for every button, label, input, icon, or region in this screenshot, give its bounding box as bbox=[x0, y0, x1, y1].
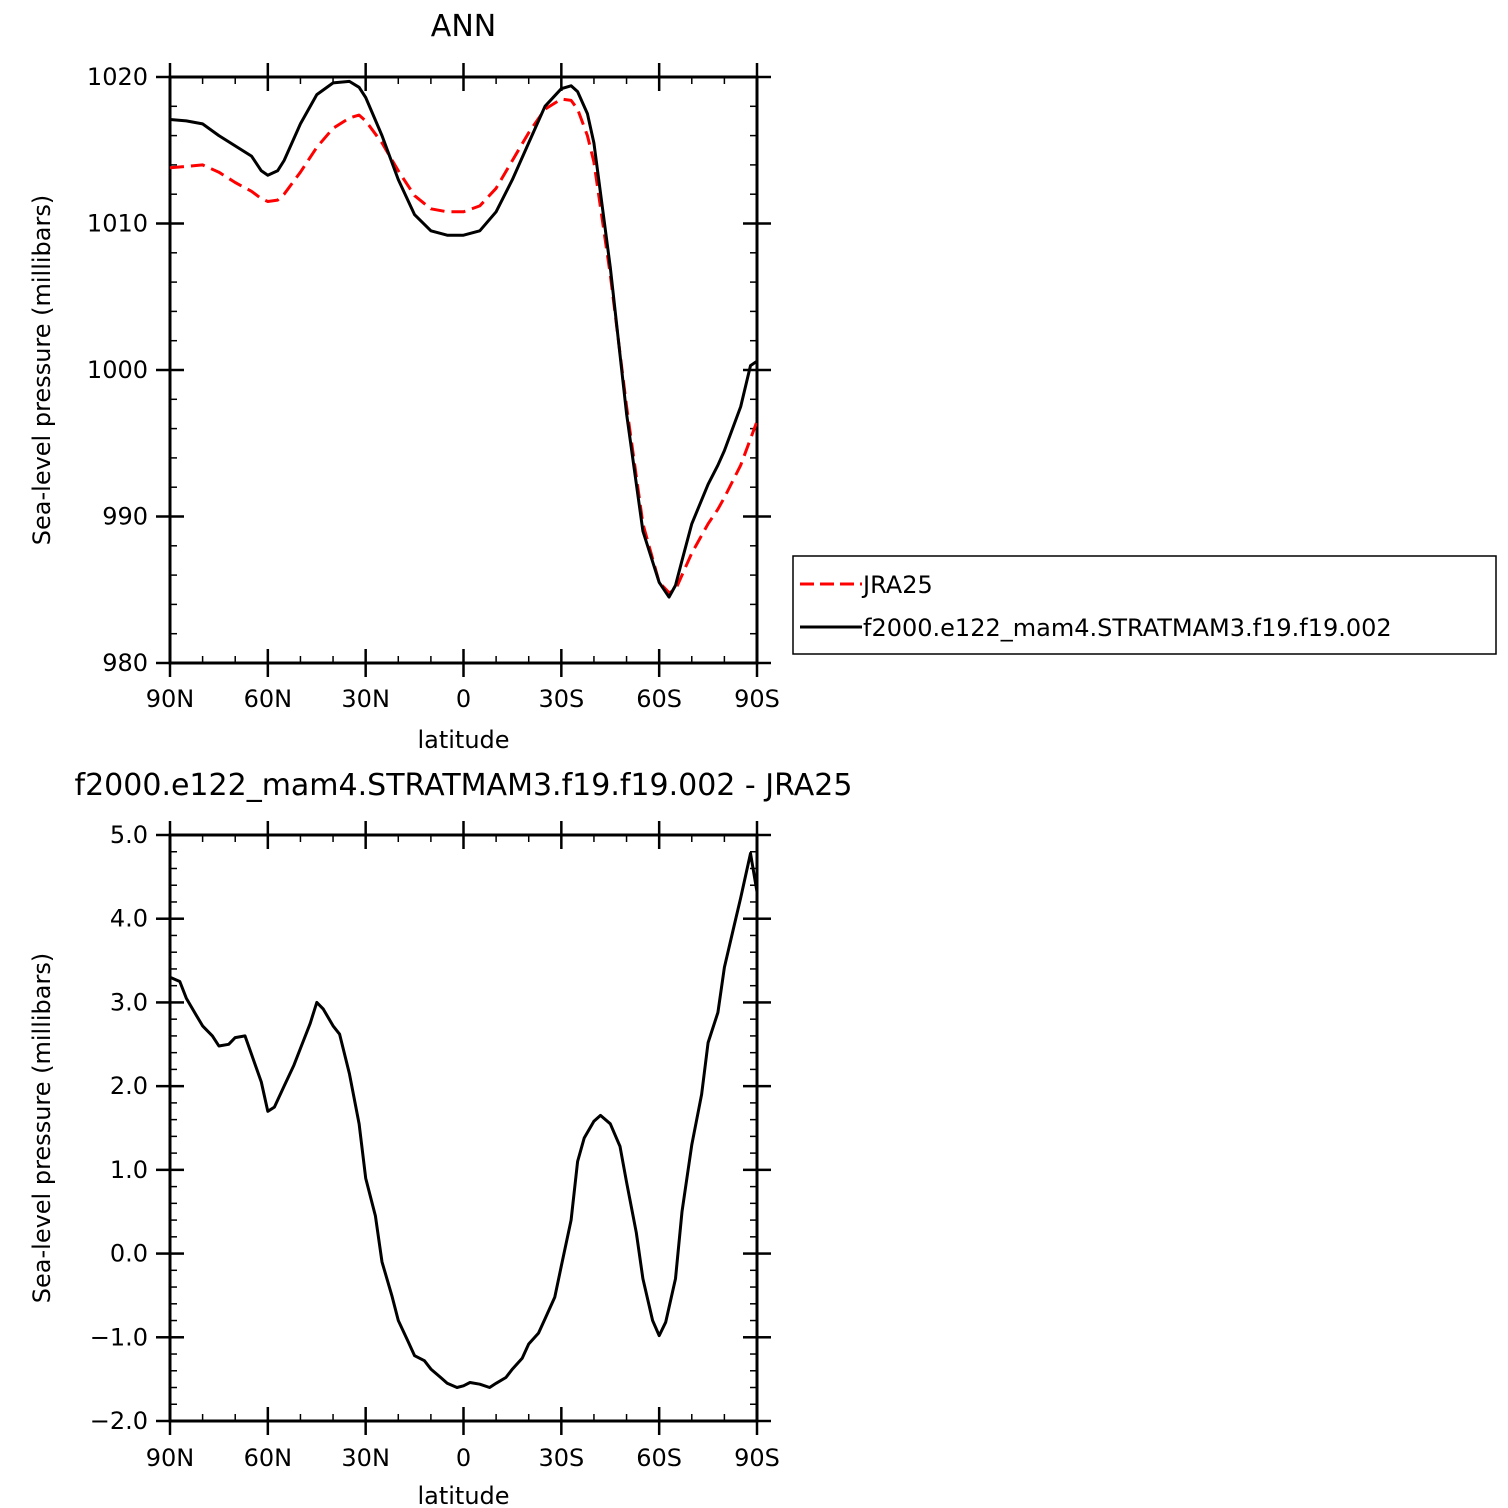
x-tick-label: 30N bbox=[341, 685, 390, 713]
legend-entry: f2000.e122_mam4.STRATMAM3.f19.f19.002 bbox=[863, 614, 1392, 642]
x-tick-label: 30N bbox=[341, 1444, 390, 1472]
x-tick-label: 90N bbox=[146, 685, 195, 713]
chart-title: f2000.e122_mam4.STRATMAM3.f19.f19.002 - … bbox=[75, 768, 853, 803]
y-axis-label: Sea-level pressure (millibars) bbox=[28, 195, 56, 545]
y-tick-label: −1.0 bbox=[90, 1323, 148, 1351]
chart-title: ANN bbox=[431, 9, 496, 44]
x-axis-label: latitude bbox=[417, 726, 509, 754]
y-tick-label: 5.0 bbox=[110, 821, 148, 849]
x-tick-label: 0 bbox=[456, 685, 471, 713]
series-line-2 bbox=[170, 79, 757, 599]
x-tick-label: 0 bbox=[456, 1444, 471, 1472]
series-line-1 bbox=[170, 97, 757, 595]
y-tick-label: −2.0 bbox=[90, 1407, 148, 1435]
x-tick-label: 60N bbox=[244, 685, 293, 713]
legend: JRA25 f2000.e122_mam4.STRATMAM3.f19.f19.0… bbox=[792, 555, 1497, 655]
x-axis-label: latitude bbox=[417, 1482, 509, 1508]
y-tick-label: 1.0 bbox=[110, 1156, 148, 1184]
y-tick-label: 1000 bbox=[87, 356, 148, 384]
legend-box bbox=[792, 555, 1497, 655]
y-tick-label: 990 bbox=[102, 503, 148, 531]
y-tick-label: 0.0 bbox=[110, 1240, 148, 1268]
legend-entry: JRA25 bbox=[861, 571, 933, 599]
y-tick-label: 4.0 bbox=[110, 905, 148, 933]
x-tick-label: 30S bbox=[538, 1444, 584, 1472]
x-tick-label: 60N bbox=[244, 1444, 293, 1472]
y-tick-label: 3.0 bbox=[110, 988, 148, 1016]
x-tick-label: 90S bbox=[734, 685, 780, 713]
plot-frame bbox=[168, 833, 759, 1423]
series-line-1 bbox=[170, 851, 757, 1389]
x-tick-label: 60S bbox=[636, 685, 682, 713]
x-tick-label: 90N bbox=[146, 1444, 195, 1472]
x-tick-label: 90S bbox=[734, 1444, 780, 1472]
y-tick-label: 1020 bbox=[87, 63, 148, 91]
x-tick-label: 60S bbox=[636, 1444, 682, 1472]
y-axis-label: Sea-level pressure (millibars) bbox=[28, 953, 56, 1303]
y-tick-label: 2.0 bbox=[110, 1072, 148, 1100]
chart-panel-2: f2000.e122_mam4.STRATMAM3.f19.f19.002 - … bbox=[28, 768, 852, 1508]
y-tick-label: 1010 bbox=[87, 210, 148, 238]
chart-panel-1: ANN 980 990 1000 1010 1020 90N 60N 30N 0 30S 60S 90S… bbox=[28, 9, 1497, 754]
y-tick-label: 980 bbox=[102, 649, 148, 677]
x-tick-label: 30S bbox=[538, 685, 584, 713]
